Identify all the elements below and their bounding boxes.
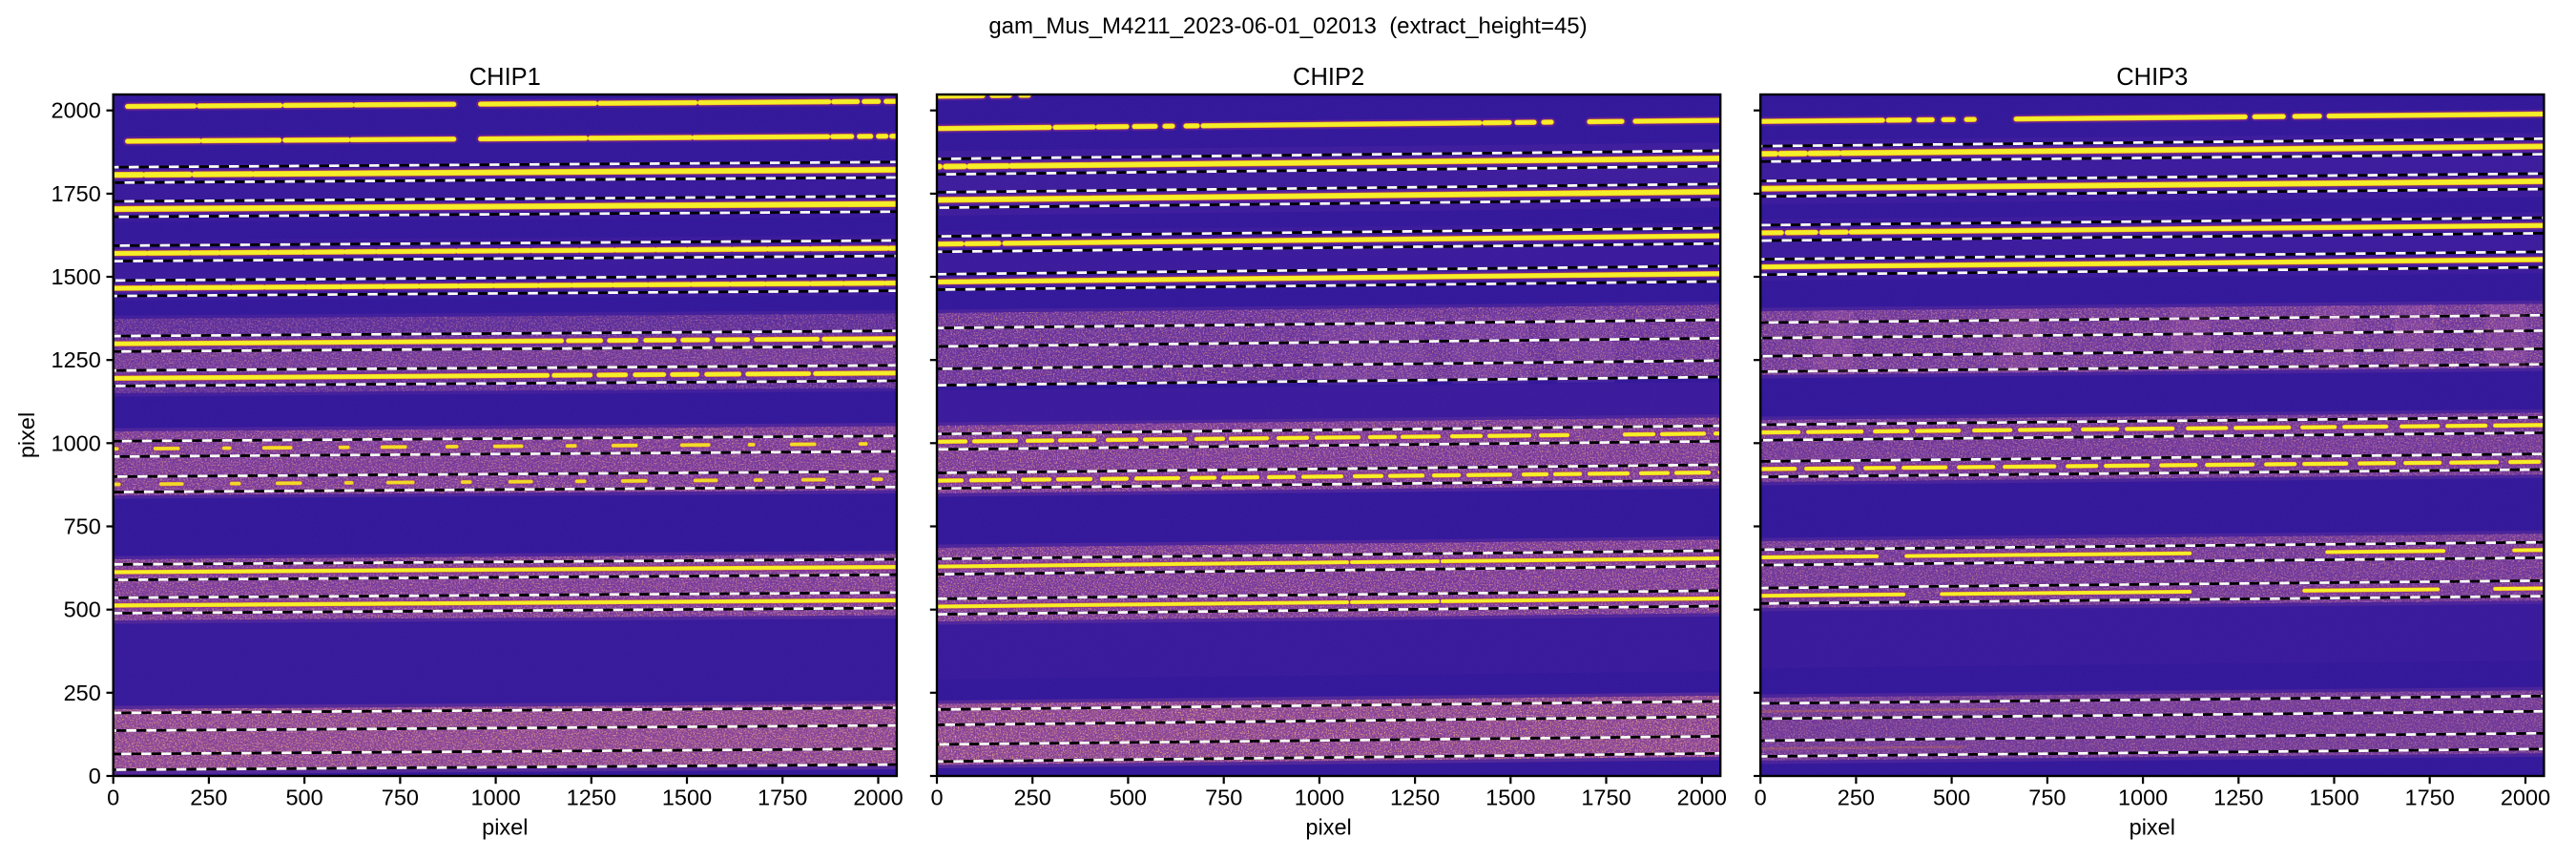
svg-text:1750: 1750: [758, 786, 807, 810]
svg-text:0: 0: [107, 786, 119, 810]
svg-text:750: 750: [382, 786, 419, 810]
svg-text:1250: 1250: [2213, 786, 2263, 810]
svg-text:CHIP3: CHIP3: [2116, 64, 2188, 91]
svg-text:1250: 1250: [1390, 786, 1440, 810]
svg-text:CHIP1: CHIP1: [469, 64, 541, 91]
svg-text:1000: 1000: [2118, 786, 2168, 810]
svg-text:0: 0: [89, 764, 101, 788]
svg-text:500: 500: [64, 597, 101, 622]
svg-text:pixel: pixel: [1305, 815, 1351, 840]
svg-text:1000: 1000: [470, 786, 520, 810]
svg-text:1500: 1500: [52, 264, 101, 289]
svg-text:2000: 2000: [52, 98, 101, 123]
svg-text:1500: 1500: [662, 786, 712, 810]
svg-text:1000: 1000: [1295, 786, 1344, 810]
svg-text:750: 750: [64, 514, 101, 539]
svg-text:pixel: pixel: [2129, 815, 2175, 840]
svg-text:pixel: pixel: [482, 815, 528, 840]
svg-text:gam_Mus_M4211_2023-06-01_02013: gam_Mus_M4211_2023-06-01_02013 (extract_…: [988, 13, 1587, 39]
svg-text:0: 0: [930, 786, 943, 810]
svg-text:500: 500: [1110, 786, 1147, 810]
svg-text:750: 750: [2028, 786, 2066, 810]
svg-text:1250: 1250: [52, 347, 101, 372]
svg-text:500: 500: [1933, 786, 1970, 810]
svg-text:0: 0: [1755, 786, 1767, 810]
svg-text:250: 250: [190, 786, 227, 810]
svg-text:2000: 2000: [2501, 786, 2550, 810]
svg-text:1750: 1750: [52, 181, 101, 206]
svg-text:500: 500: [285, 786, 322, 810]
svg-text:1500: 1500: [2309, 786, 2358, 810]
svg-text:1750: 1750: [2405, 786, 2455, 810]
svg-text:1500: 1500: [1485, 786, 1535, 810]
svg-text:1250: 1250: [567, 786, 616, 810]
svg-text:1750: 1750: [1581, 786, 1631, 810]
svg-text:2000: 2000: [853, 786, 903, 810]
svg-text:1000: 1000: [52, 430, 101, 455]
svg-text:pixel: pixel: [14, 412, 39, 458]
svg-text:250: 250: [1014, 786, 1051, 810]
svg-text:CHIP2: CHIP2: [1293, 64, 1364, 91]
svg-text:250: 250: [64, 681, 101, 705]
svg-text:250: 250: [1838, 786, 1875, 810]
svg-text:750: 750: [1205, 786, 1242, 810]
svg-text:2000: 2000: [1677, 786, 1727, 810]
